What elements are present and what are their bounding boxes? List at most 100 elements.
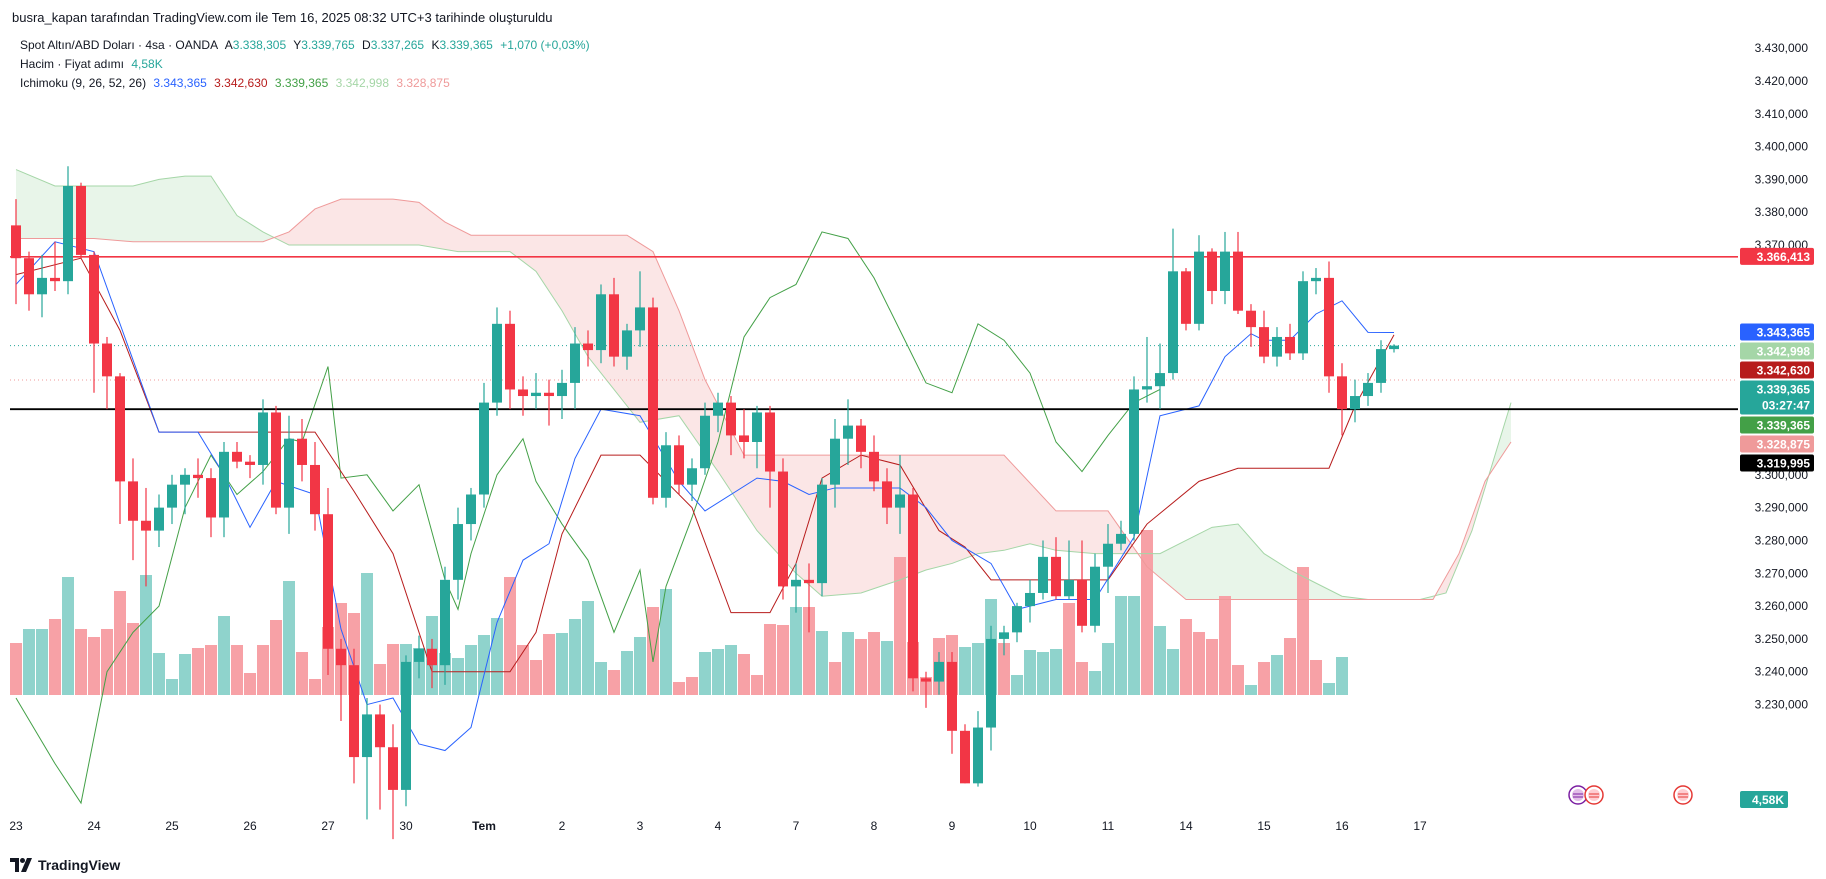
- price-badge: 3.328,875: [1740, 435, 1814, 453]
- x-tick-label: 7: [793, 819, 800, 833]
- volume-bar: [569, 619, 581, 695]
- volume-bar: [1141, 530, 1153, 695]
- y-tick-label: 3.250,000: [1755, 632, 1809, 646]
- price-badge-bg: [1740, 342, 1814, 360]
- volume-bar: [894, 557, 906, 695]
- ichimoku-span-b-line: [16, 198, 1512, 601]
- candle-body: [531, 392, 541, 397]
- volume-bar: [699, 652, 711, 695]
- y-tick-label: 3.410,000: [1755, 107, 1809, 121]
- volume-indicator-label[interactable]: Hacim · Fiyat adımı: [20, 57, 125, 71]
- price-badge: 3.339,365: [1740, 416, 1814, 434]
- candle-body: [843, 425, 853, 439]
- ichimoku-chikou-line: [15, 231, 1161, 805]
- candle-body: [115, 376, 125, 482]
- price-badge-countdown: 03:27:47: [1762, 398, 1810, 412]
- volume-bar: [1180, 619, 1192, 695]
- volume-bar: [1284, 638, 1296, 695]
- y-tick-label: 3.230,000: [1755, 698, 1809, 712]
- volume-bar: [608, 670, 620, 695]
- event-icons[interactable]: [1568, 785, 1693, 805]
- price-badge-bg: [1740, 247, 1814, 265]
- price-badge-label: 3.339,365: [1757, 418, 1811, 432]
- candle-body: [830, 438, 840, 485]
- volume-bar: [283, 581, 295, 695]
- candle-body: [570, 343, 580, 383]
- candle: [908, 487, 918, 692]
- x-tick-label: 9: [949, 819, 956, 833]
- candle-body: [934, 661, 944, 682]
- candle: [128, 458, 138, 561]
- candle: [505, 310, 515, 410]
- volume-bar: [556, 633, 568, 695]
- horizontal-lines[interactable]: [10, 256, 1738, 411]
- candle-body: [362, 714, 372, 758]
- change-value: +1,070 (+0,03%): [500, 38, 590, 52]
- candle-body: [323, 514, 333, 649]
- candle-body: [336, 648, 346, 666]
- ichimoku-tenkan-value: 3.343,365: [153, 76, 207, 90]
- volume-badge-label: 4,58K: [1752, 793, 1784, 807]
- candle: [1363, 373, 1373, 406]
- candle: [609, 277, 619, 367]
- candle: [1025, 579, 1035, 623]
- candle: [258, 399, 268, 485]
- y-tick-label: 3.380,000: [1755, 205, 1809, 219]
- candle: [1311, 268, 1321, 295]
- y-tick-label: 3.290,000: [1755, 501, 1809, 515]
- candle: [934, 652, 944, 695]
- cloud-segment: [1140, 524, 1440, 600]
- ichimoku-indicator-label[interactable]: Ichimoku (9, 26, 52, 26): [20, 76, 147, 90]
- candle-body: [453, 524, 463, 580]
- volume-bar: [88, 637, 100, 695]
- tradingview-logo[interactable]: TradingView: [10, 857, 120, 873]
- volume-bar: [127, 623, 139, 695]
- candle-body: [557, 382, 567, 397]
- candle: [843, 399, 853, 465]
- volume-bar: [309, 679, 321, 695]
- candle-body: [1181, 271, 1191, 324]
- candle-body: [1194, 251, 1204, 324]
- x-axis[interactable]: 23 24 25 26 27 30 Tem 2 3 4 7 8 9 10 11 14 15 16 17: [9, 819, 1427, 833]
- high-value: 3.339,765: [301, 38, 355, 52]
- candle: [622, 323, 632, 370]
- candle-body: [596, 294, 606, 351]
- volume-bar: [1050, 649, 1062, 695]
- candle: [947, 652, 957, 754]
- candle-body: [271, 412, 281, 508]
- candle: [1155, 343, 1165, 410]
- candle-body: [817, 484, 827, 584]
- candle-body: [1376, 349, 1386, 383]
- cloud-segment: [276, 199, 1141, 597]
- volume-bar: [452, 658, 464, 695]
- candle: [1389, 344, 1399, 353]
- ichimoku-tenkan-line: [15, 241, 1395, 752]
- legend-symbol-row: Spot Altın/ABD Doları · 4sa · OANDA A3.3…: [20, 38, 594, 52]
- tradingview-brand: TradingView: [38, 857, 121, 873]
- volume-bar: [1128, 596, 1140, 695]
- candle-body: [1259, 327, 1269, 357]
- candle: [1116, 520, 1126, 551]
- candle-body: [1298, 281, 1308, 354]
- candle-body: [804, 579, 814, 584]
- candle: [648, 297, 658, 505]
- symbol-name[interactable]: Spot Altın/ABD Doları · 4sa · OANDA: [20, 38, 219, 52]
- candle: [219, 441, 229, 538]
- candle: [635, 271, 645, 347]
- x-tick-label: 27: [321, 819, 335, 833]
- candle: [765, 405, 775, 508]
- candle: [1051, 537, 1061, 600]
- candle-body: [1142, 386, 1152, 390]
- candle: [37, 254, 47, 318]
- volume-bar: [725, 645, 737, 695]
- volume-bar: [257, 645, 269, 695]
- candle-body: [1064, 579, 1074, 597]
- candle-body: [427, 648, 437, 666]
- volume-bar: [1037, 652, 1049, 695]
- candle: [414, 635, 424, 679]
- candle: [596, 284, 606, 364]
- candle: [817, 478, 827, 597]
- volume-bar: [1024, 650, 1036, 695]
- tradingview-logo-icon: [10, 858, 32, 872]
